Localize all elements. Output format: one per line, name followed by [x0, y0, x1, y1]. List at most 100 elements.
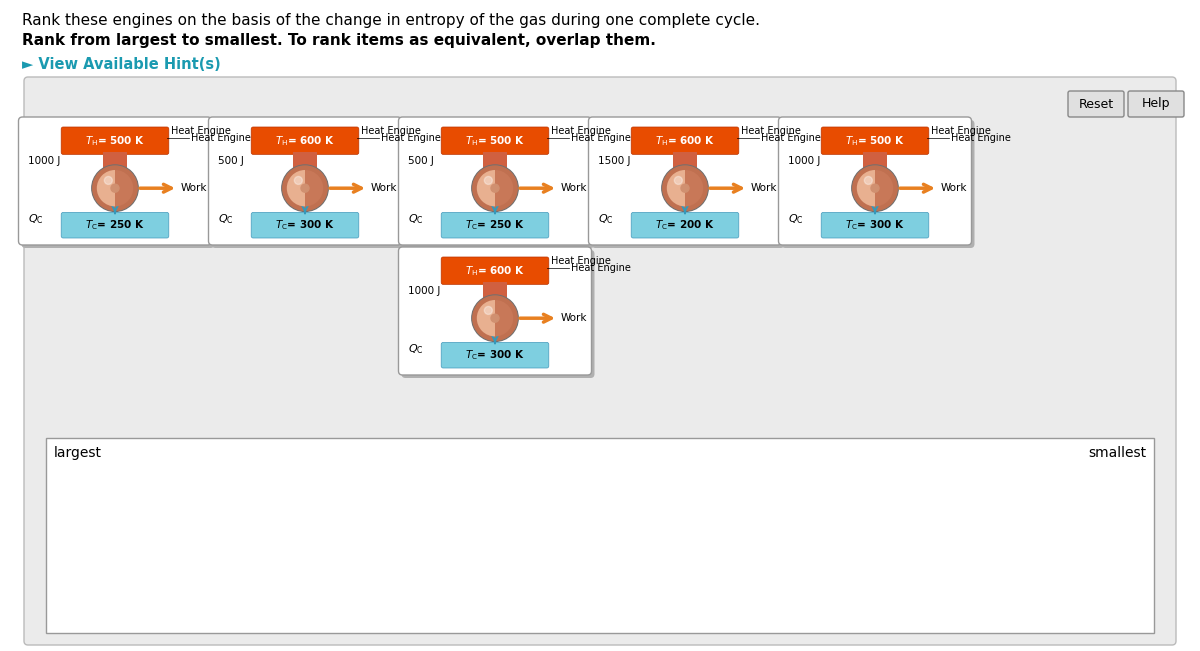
- Text: $\mathit{T}_\mathrm{C}$= 300 K: $\mathit{T}_\mathrm{C}$= 300 K: [466, 348, 524, 362]
- Text: Heat Engine: Heat Engine: [931, 126, 991, 135]
- Text: 1000 J: 1000 J: [788, 156, 821, 167]
- FancyBboxPatch shape: [442, 127, 548, 154]
- Text: $\mathit{T}_\mathrm{H}$= 500 K: $\mathit{T}_\mathrm{H}$= 500 K: [85, 134, 145, 148]
- Wedge shape: [875, 170, 893, 206]
- Circle shape: [91, 165, 138, 212]
- Text: $Q_\mathrm{C}$: $Q_\mathrm{C}$: [599, 212, 614, 226]
- Text: Heat Engine: Heat Engine: [950, 133, 1010, 143]
- Wedge shape: [476, 300, 496, 337]
- FancyBboxPatch shape: [631, 212, 739, 238]
- Text: Work: Work: [560, 313, 588, 323]
- Text: $\mathit{T}_\mathrm{C}$= 200 K: $\mathit{T}_\mathrm{C}$= 200 K: [655, 218, 715, 232]
- Circle shape: [853, 166, 898, 210]
- Circle shape: [662, 166, 707, 210]
- FancyBboxPatch shape: [46, 438, 1154, 633]
- FancyBboxPatch shape: [61, 212, 169, 238]
- Wedge shape: [476, 170, 496, 206]
- FancyBboxPatch shape: [251, 127, 359, 154]
- FancyBboxPatch shape: [821, 127, 929, 154]
- Text: Heat Engine: Heat Engine: [380, 133, 440, 143]
- Circle shape: [92, 166, 137, 210]
- FancyBboxPatch shape: [402, 120, 594, 248]
- Text: Heat Engine: Heat Engine: [361, 126, 421, 135]
- Circle shape: [682, 184, 689, 192]
- Text: smallest: smallest: [1088, 446, 1146, 460]
- FancyBboxPatch shape: [588, 117, 781, 245]
- Circle shape: [871, 184, 878, 192]
- Polygon shape: [482, 283, 508, 299]
- Circle shape: [864, 176, 872, 184]
- FancyBboxPatch shape: [22, 120, 215, 248]
- FancyBboxPatch shape: [398, 117, 592, 245]
- Text: $\mathit{T}_\mathrm{H}$= 600 K: $\mathit{T}_\mathrm{H}$= 600 K: [655, 134, 715, 148]
- Circle shape: [282, 165, 329, 212]
- Text: Rank from largest to smallest. To rank items as equivalent, overlap them.: Rank from largest to smallest. To rank i…: [22, 33, 656, 48]
- FancyBboxPatch shape: [211, 120, 404, 248]
- Circle shape: [472, 295, 518, 341]
- Wedge shape: [305, 170, 323, 206]
- FancyBboxPatch shape: [779, 117, 972, 245]
- Text: $\mathit{T}_\mathrm{C}$= 300 K: $\mathit{T}_\mathrm{C}$= 300 K: [845, 218, 905, 232]
- Circle shape: [852, 165, 898, 212]
- Text: $\mathit{T}_\mathrm{C}$= 250 K: $\mathit{T}_\mathrm{C}$= 250 K: [466, 218, 524, 232]
- Text: $\mathit{T}_\mathrm{C}$= 300 K: $\mathit{T}_\mathrm{C}$= 300 K: [275, 218, 335, 232]
- Text: Heat Engine: Heat Engine: [571, 264, 631, 273]
- Text: largest: largest: [54, 446, 102, 460]
- Text: Reset: Reset: [1079, 98, 1114, 111]
- Circle shape: [674, 176, 683, 184]
- Wedge shape: [667, 170, 685, 206]
- Circle shape: [472, 165, 518, 212]
- FancyBboxPatch shape: [18, 117, 211, 245]
- Circle shape: [112, 184, 119, 192]
- Circle shape: [485, 176, 492, 184]
- Text: $Q_\mathrm{C}$: $Q_\mathrm{C}$: [218, 212, 234, 226]
- Polygon shape: [482, 152, 508, 169]
- Text: Heat Engine: Heat Engine: [191, 133, 251, 143]
- Text: ► View Available Hint(s): ► View Available Hint(s): [22, 57, 221, 72]
- Text: Heat Engine: Heat Engine: [551, 256, 611, 266]
- Wedge shape: [115, 170, 133, 206]
- Text: Heat Engine: Heat Engine: [571, 133, 631, 143]
- Text: Work: Work: [181, 183, 208, 193]
- Text: 1500 J: 1500 J: [599, 156, 631, 167]
- Circle shape: [473, 166, 517, 210]
- Text: $Q_\mathrm{C}$: $Q_\mathrm{C}$: [408, 342, 424, 356]
- Polygon shape: [293, 152, 317, 169]
- FancyBboxPatch shape: [398, 247, 592, 375]
- Text: $Q_\mathrm{C}$: $Q_\mathrm{C}$: [408, 212, 424, 226]
- FancyBboxPatch shape: [631, 127, 739, 154]
- Text: 500 J: 500 J: [408, 156, 434, 167]
- Circle shape: [104, 176, 113, 184]
- FancyBboxPatch shape: [442, 212, 548, 238]
- Text: Work: Work: [560, 183, 588, 193]
- Wedge shape: [496, 300, 514, 337]
- Circle shape: [294, 176, 302, 184]
- Text: $\mathit{T}_\mathrm{H}$= 600 K: $\mathit{T}_\mathrm{H}$= 600 K: [464, 264, 526, 277]
- Wedge shape: [496, 170, 514, 206]
- Text: Rank these engines on the basis of the change in entropy of the gas during one c: Rank these engines on the basis of the c…: [22, 13, 760, 28]
- Text: Work: Work: [941, 183, 967, 193]
- FancyBboxPatch shape: [821, 212, 929, 238]
- Text: $Q_\mathrm{C}$: $Q_\mathrm{C}$: [788, 212, 804, 226]
- Text: $Q_\mathrm{C}$: $Q_\mathrm{C}$: [29, 212, 44, 226]
- Wedge shape: [287, 170, 305, 206]
- Wedge shape: [857, 170, 875, 206]
- Wedge shape: [685, 170, 703, 206]
- Wedge shape: [97, 170, 115, 206]
- Text: Work: Work: [751, 183, 778, 193]
- FancyBboxPatch shape: [442, 257, 548, 284]
- Text: Heat Engine: Heat Engine: [740, 126, 800, 135]
- Text: 1000 J: 1000 J: [408, 286, 440, 296]
- Circle shape: [473, 296, 517, 340]
- Text: $\mathit{T}_\mathrm{H}$= 500 K: $\mathit{T}_\mathrm{H}$= 500 K: [845, 134, 905, 148]
- FancyBboxPatch shape: [592, 120, 785, 248]
- Circle shape: [485, 307, 492, 314]
- FancyBboxPatch shape: [251, 212, 359, 238]
- FancyBboxPatch shape: [209, 117, 402, 245]
- Circle shape: [662, 165, 708, 212]
- Circle shape: [491, 184, 499, 192]
- Polygon shape: [673, 152, 697, 169]
- FancyBboxPatch shape: [61, 127, 169, 154]
- Text: Heat Engine: Heat Engine: [170, 126, 230, 135]
- FancyBboxPatch shape: [781, 120, 974, 248]
